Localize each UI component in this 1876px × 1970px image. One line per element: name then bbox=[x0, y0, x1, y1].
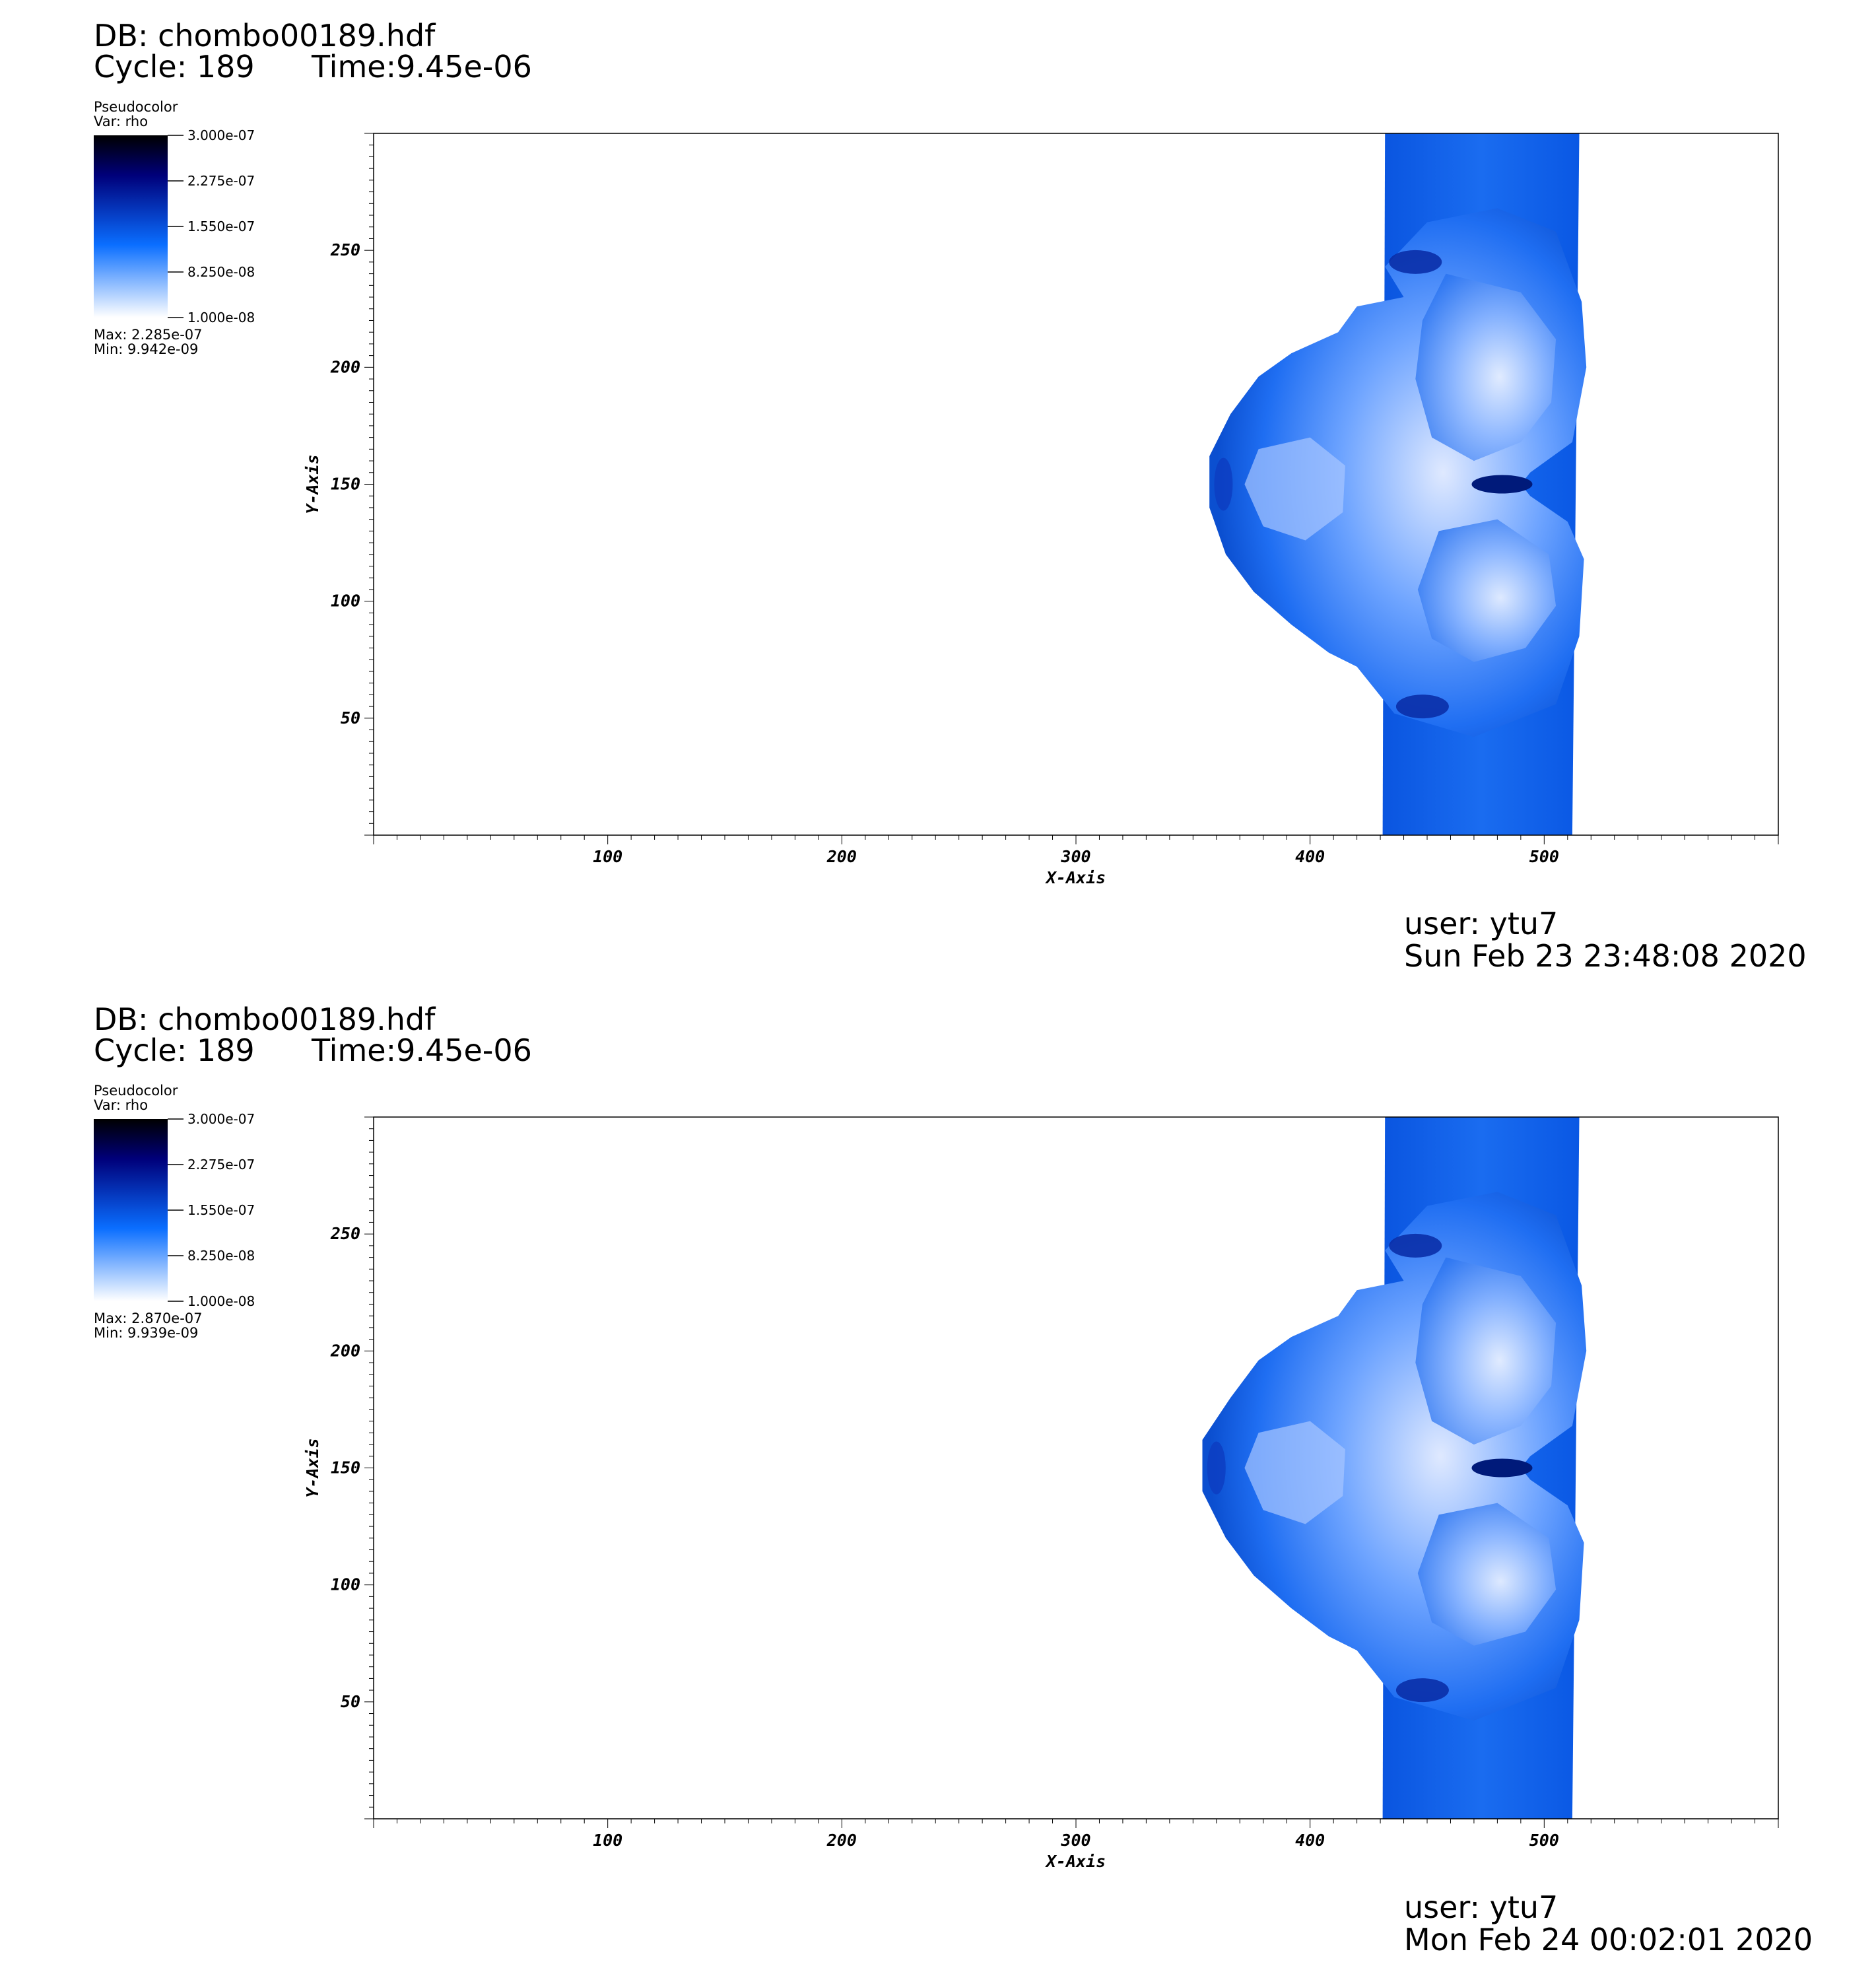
legend-var: Var: rho bbox=[94, 1097, 149, 1113]
cycle-time-label: Cycle: 189 Time:9.45e-06 bbox=[94, 49, 532, 85]
density-shock-center bbox=[1471, 475, 1533, 494]
legend-var: Var: rho bbox=[94, 114, 149, 129]
y-tick-label: 50 bbox=[341, 708, 360, 728]
db-label: DB: chombo00189.hdf bbox=[94, 18, 436, 53]
density-field bbox=[1209, 133, 1587, 835]
plot-panel-1: DB: chombo00189.hdf Cycle: 189 Time:9.45… bbox=[0, 0, 1876, 984]
colorbar bbox=[94, 135, 168, 318]
y-tick-label: 250 bbox=[330, 1224, 360, 1243]
legend-plot-type: Pseudocolor bbox=[94, 99, 178, 115]
colorbar-tick-label: 2.275e-07 bbox=[187, 173, 255, 189]
colorbar-tick-label: 1.000e-08 bbox=[187, 1293, 255, 1309]
legend-max: Max: 2.285e-07 bbox=[94, 327, 203, 343]
colorbar-tick-label: 8.250e-08 bbox=[187, 264, 255, 280]
x-tick-label: 300 bbox=[1060, 1831, 1090, 1850]
x-tick-label: 500 bbox=[1529, 1831, 1559, 1850]
density-lobe-upper bbox=[1415, 273, 1557, 461]
x-tick-label: 400 bbox=[1295, 847, 1325, 866]
x-tick-label: 300 bbox=[1060, 847, 1090, 866]
legend-min: Min: 9.939e-09 bbox=[94, 1325, 199, 1341]
colorbar-tick-label: 1.550e-07 bbox=[187, 219, 255, 234]
y-tick-label: 200 bbox=[330, 357, 360, 376]
colorbar-tick-label: 3.000e-07 bbox=[187, 127, 255, 143]
y-tick-label: 200 bbox=[330, 1341, 360, 1360]
plot-svg: 3.000e-07 2.275e-07 1.550e-07 8.250e-08 1.00… bbox=[94, 127, 1779, 887]
cycle-time-label: Cycle: 189 Time:9.45e-06 bbox=[94, 1033, 532, 1068]
density-inner-left bbox=[1244, 1421, 1345, 1524]
x-tick-label: 200 bbox=[826, 847, 857, 866]
user-label: user: ytu7 bbox=[1404, 1889, 1558, 1925]
date-label: Sun Feb 23 23:48:08 2020 bbox=[1404, 938, 1807, 974]
colorbar-tick-label: 3.000e-07 bbox=[187, 1111, 255, 1127]
x-tick-label: 200 bbox=[826, 1831, 857, 1850]
y-tick-label: 100 bbox=[331, 1575, 360, 1594]
colorbar-tick-label: 8.250e-08 bbox=[187, 1248, 255, 1264]
density-shock-upper bbox=[1389, 250, 1442, 274]
density-shock-left bbox=[1214, 458, 1233, 511]
y-tick-label: 150 bbox=[331, 475, 360, 494]
density-lobe-upper bbox=[1415, 1257, 1557, 1445]
density-inner-left bbox=[1244, 437, 1345, 541]
x-tick-label: 500 bbox=[1529, 847, 1559, 866]
x-axis-title: X-Axis bbox=[1045, 1852, 1106, 1871]
density-field bbox=[1202, 1117, 1587, 1819]
y-tick-label: 100 bbox=[331, 592, 360, 611]
density-shock-lower bbox=[1395, 695, 1449, 719]
y-tick-label: 250 bbox=[330, 240, 360, 259]
colorbar-tick-label: 2.275e-07 bbox=[187, 1157, 255, 1172]
x-axis-title: X-Axis bbox=[1045, 868, 1106, 887]
db-label: DB: chombo00189.hdf bbox=[94, 1002, 436, 1037]
y-tick-label: 50 bbox=[341, 1692, 360, 1711]
date-label: Mon Feb 24 00:02:01 2020 bbox=[1404, 1922, 1813, 1957]
density-shock-left bbox=[1207, 1441, 1226, 1495]
colorbar-tick-label: 1.550e-07 bbox=[187, 1202, 255, 1218]
legend-plot-type: Pseudocolor bbox=[94, 1083, 178, 1099]
cycle-label: Cycle: 189 bbox=[94, 49, 255, 85]
y-axis-title: Y-Axis bbox=[303, 454, 322, 514]
density-lobe-lower bbox=[1417, 519, 1557, 662]
time-label: Time:9.45e-06 bbox=[312, 1033, 532, 1068]
x-tick-label: 100 bbox=[593, 1831, 622, 1850]
colorbar-tick-label: 1.000e-08 bbox=[187, 310, 255, 325]
legend-min: Min: 9.942e-09 bbox=[94, 341, 199, 357]
x-tick-label: 400 bbox=[1295, 1831, 1325, 1850]
density-shock-upper bbox=[1389, 1233, 1442, 1258]
plot-panel-2: DB: chombo00189.hdf Cycle: 189 Time:9.45… bbox=[0, 984, 1876, 1967]
x-tick-label: 100 bbox=[593, 847, 622, 866]
cycle-label: Cycle: 189 bbox=[94, 1033, 255, 1068]
time-label: Time:9.45e-06 bbox=[312, 49, 532, 85]
y-tick-label: 150 bbox=[331, 1458, 360, 1478]
user-label: user: ytu7 bbox=[1404, 906, 1558, 941]
legend-max: Max: 2.870e-07 bbox=[94, 1310, 203, 1326]
plot-svg: 3.000e-07 2.275e-07 1.550e-07 8.250e-08 1.00… bbox=[94, 1111, 1779, 1871]
density-shock-lower bbox=[1395, 1678, 1449, 1703]
y-axis-title: Y-Axis bbox=[303, 1438, 322, 1497]
density-lobe-lower bbox=[1417, 1503, 1557, 1646]
colorbar bbox=[94, 1119, 168, 1301]
density-shock-center bbox=[1471, 1458, 1533, 1478]
